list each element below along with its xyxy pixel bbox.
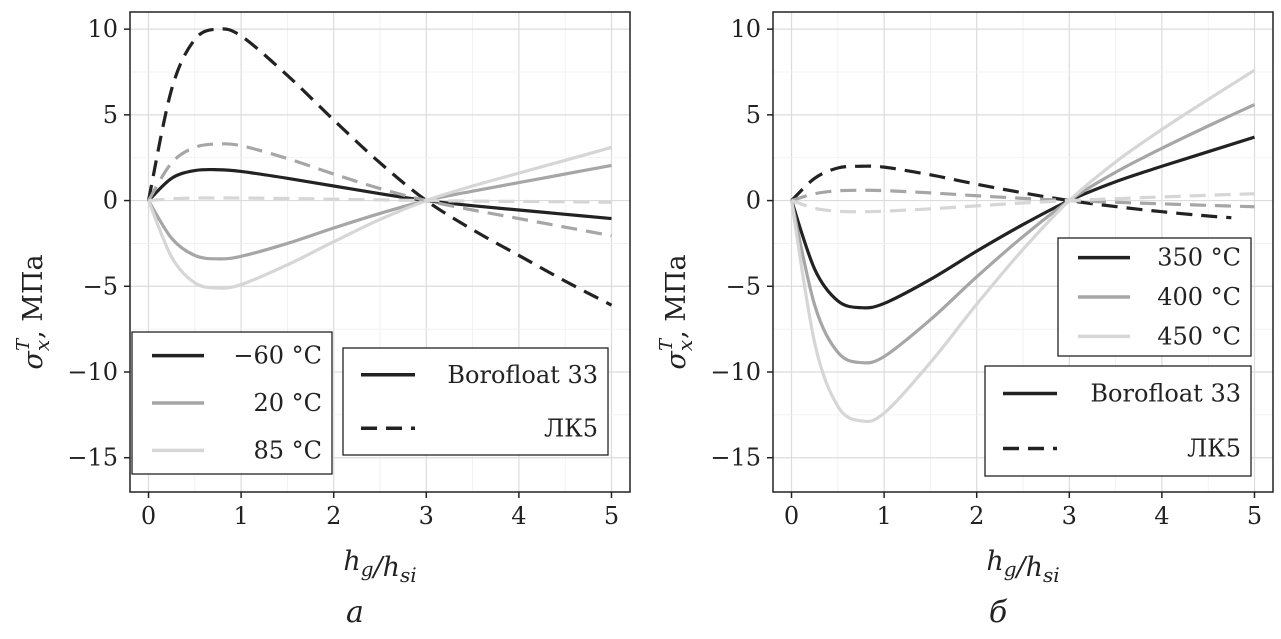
legend-label: 350 °C — [1157, 244, 1241, 272]
y-axis-label-a: σxT, МПа — [13, 254, 54, 369]
x-ticks-b: 0 1 2 3 4 5 — [784, 492, 1262, 530]
x-tick-label: 0 — [141, 502, 156, 530]
x-tick-label: 5 — [604, 502, 619, 530]
x-tick-label: 2 — [969, 502, 984, 530]
material-legend-b: Borofloat 33 ЛК5 — [984, 365, 1252, 477]
x-ticks-a: 0 1 2 3 4 5 — [141, 492, 619, 530]
legend-label: −60 °C — [233, 342, 322, 370]
x-tick-label: 2 — [326, 502, 341, 530]
x-tick-label: 4 — [1154, 502, 1169, 530]
y-tick-label: 10 — [730, 15, 761, 43]
series-b — [789, 68, 1256, 424]
series-line-b-3 — [790, 164, 1232, 220]
y-tick-label: 0 — [103, 187, 118, 215]
series-line-b-5 — [790, 192, 1255, 214]
panel-label-b: б — [989, 595, 1008, 630]
panel-a: 0 1 2 3 4 5 10 5 0 −5 −10 −15 hg/hsi σxT, МПа −60 … — [13, 11, 631, 630]
legend-label: 85 °C — [253, 436, 322, 464]
y-tick-label: 5 — [103, 101, 118, 129]
series-line-a-5 — [148, 196, 612, 204]
legend-label: Borofloat 33 — [1090, 380, 1241, 408]
y-tick-label: 5 — [746, 101, 761, 129]
temperature-legend-a: −60 °C 20 °C 85 °C — [131, 331, 333, 475]
series-line-b-4 — [791, 188, 1255, 209]
x-tick-label: 3 — [1062, 502, 1077, 530]
series-a — [146, 27, 613, 307]
y-tick-label: 10 — [87, 15, 118, 43]
series-line-a-2 — [147, 145, 612, 290]
y-tick-label: −10 — [67, 358, 118, 386]
temperature-legend-b: 350 °C 400 °C 450 °C — [1057, 237, 1252, 357]
legend-label: 400 °C — [1157, 283, 1241, 311]
series-line-b-1 — [789, 103, 1256, 365]
x-tick-label: 5 — [1247, 502, 1262, 530]
x-tick-label: 1 — [876, 502, 891, 530]
x-tick-label: 4 — [511, 502, 526, 530]
y-tick-label: −15 — [67, 444, 118, 472]
y-tick-label: 0 — [746, 187, 761, 215]
plot-frame-a — [129, 11, 631, 493]
y-tick-label: −5 — [83, 272, 118, 300]
x-axis-label-b: hg/hsi — [986, 546, 1059, 587]
series-line-a-0 — [147, 167, 612, 221]
series-line-a-3 — [146, 27, 613, 307]
x-tick-label: 0 — [784, 502, 799, 530]
legend-box — [984, 365, 1252, 477]
x-tick-label: 1 — [233, 502, 248, 530]
y-ticks-a: 10 5 0 −5 −10 −15 — [67, 15, 130, 472]
plot-frame-b — [772, 11, 1274, 493]
y-ticks-b: 10 5 0 −5 −10 −15 — [710, 15, 773, 472]
panel-label-a: а — [346, 595, 364, 630]
y-tick-label: −10 — [710, 358, 761, 386]
legend-box — [342, 347, 609, 456]
y-axis-label-b: σxT, МПа — [656, 254, 697, 369]
material-legend-a: Borofloat 33 ЛК5 — [342, 347, 609, 456]
x-tick-label: 3 — [419, 502, 434, 530]
legend-label: ЛК5 — [1187, 435, 1241, 463]
legend-label: 450 °C — [1157, 322, 1241, 350]
series-line-b-0 — [790, 135, 1255, 310]
legend-label: Borofloat 33 — [447, 361, 598, 389]
series-line-a-4 — [147, 142, 612, 238]
y-tick-label: −5 — [726, 272, 761, 300]
legend-label: ЛК5 — [544, 414, 598, 442]
y-tick-label: −15 — [710, 444, 761, 472]
series-line-a-1 — [147, 163, 612, 261]
panel-b: 0 1 2 3 4 5 10 5 0 −5 −10 −15 hg/hsi σxT, МПа 350 … — [656, 11, 1274, 630]
legend-label: 20 °C — [253, 389, 322, 417]
x-axis-label-a: hg/hsi — [343, 546, 416, 587]
series-line-b-2 — [789, 68, 1256, 424]
